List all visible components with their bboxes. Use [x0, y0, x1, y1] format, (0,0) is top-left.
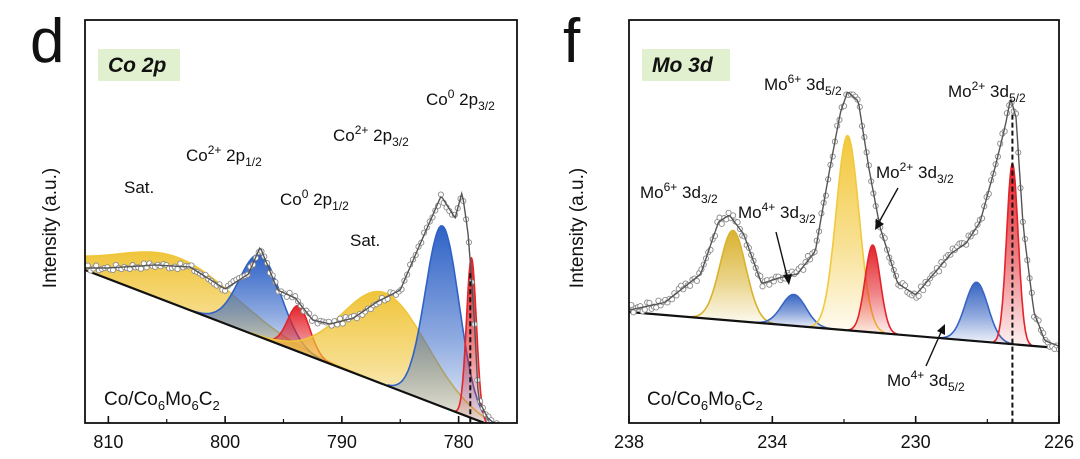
annotation-arrows-f [775, 187, 945, 367]
element-tag-d [98, 49, 180, 81]
envelope-line-d [85, 190, 495, 423]
arrow-head-mo4-3d52 [937, 324, 945, 335]
peak-label-mo2-3d52: Mo2+ 3d5/2 [948, 79, 1026, 105]
x-tick-label: 234 [757, 432, 787, 452]
peak-label-sat2: Sat. [350, 231, 380, 250]
peak-label-mo6-3d32: Mo6+ 3d3/2 [640, 180, 718, 206]
sample-label-f: Co/Co6Mo6C2 [647, 389, 763, 413]
baseline-line-d [85, 268, 488, 423]
element-tag-f [642, 49, 730, 81]
x-tick-label: 780 [444, 432, 474, 452]
data-point [693, 277, 700, 285]
data-point [497, 424, 502, 429]
data-point [759, 283, 766, 290]
arrow-head-mo2-3d32 [875, 219, 884, 230]
data-point [174, 265, 181, 273]
x-tick-label: 800 [210, 432, 240, 452]
y-axis-label-f: Intensity (a.u.) [567, 168, 588, 288]
peak-label-mo2-3d32: Mo2+ 3d3/2 [876, 160, 954, 186]
peak-label-mo4-3d52: Mo4+ 3d5/2 [887, 368, 965, 394]
peak-label-mo4-3d32: Mo4+ 3d3/2 [738, 200, 816, 226]
data-point [915, 292, 922, 300]
x-axis-f: 238 234 230 226 [614, 416, 1074, 452]
arrow-head-mo4-3d32 [783, 274, 792, 285]
x-tick-label: 230 [901, 432, 931, 452]
panel-f-mo3d: f Intensity (a.u.) Mo 3d Mo6+ 3d3/2 Mo4+… [563, 7, 1074, 452]
plot-area-f [629, 91, 1059, 423]
peak-label-co2-2p12: Co2+ 2p1/2 [186, 143, 262, 169]
plot-frame-d [84, 19, 518, 424]
data-point [766, 281, 773, 288]
x-axis-d: 810 800 790 780 [93, 416, 474, 452]
x-tick-label: 226 [1044, 432, 1074, 452]
element-tag-d-text: Co 2p [108, 54, 167, 77]
data-point [137, 265, 145, 272]
data-point [641, 306, 648, 313]
panel-d-co2p: d Intensity (a.u.) Co 2p Sat. Co2+ 2p1/2… [30, 7, 518, 452]
peak-label-sat1: Sat. [124, 178, 154, 197]
data-point [730, 212, 737, 219]
arrow-mo2-3d32 [877, 187, 899, 225]
plot-area-d [85, 190, 508, 435]
data-point [500, 428, 505, 433]
data-point [629, 301, 635, 309]
peak-label-co0-2p12: Co0 2p1/2 [280, 187, 349, 213]
peak-label-co2-2p32: Co2+ 2p3/2 [333, 123, 409, 149]
peak-label-mo6-3d52: Mo6+ 3d5/2 [764, 72, 842, 98]
arrow-mo4-3d52 [925, 329, 943, 367]
baseline-line-f [629, 310, 1059, 350]
peak-label-co0-2p32: Co0 2p3/2 [426, 87, 495, 113]
data-point [718, 220, 725, 227]
panel-letter-f: f [563, 7, 581, 76]
x-tick-label: 238 [614, 432, 644, 452]
x-tick-label: 790 [327, 432, 357, 452]
x-tick-label: 810 [93, 432, 123, 452]
arrow-mo4-3d32 [775, 231, 789, 281]
panel-letter-d: d [30, 7, 64, 76]
element-tag-f-text: Mo 3d [652, 54, 714, 77]
data-point [503, 430, 508, 435]
y-axis-label-d: Intensity (a.u.) [40, 168, 61, 288]
sample-label-d: Co/Co6Mo6C2 [104, 389, 220, 413]
envelope-line-f [629, 91, 1059, 347]
